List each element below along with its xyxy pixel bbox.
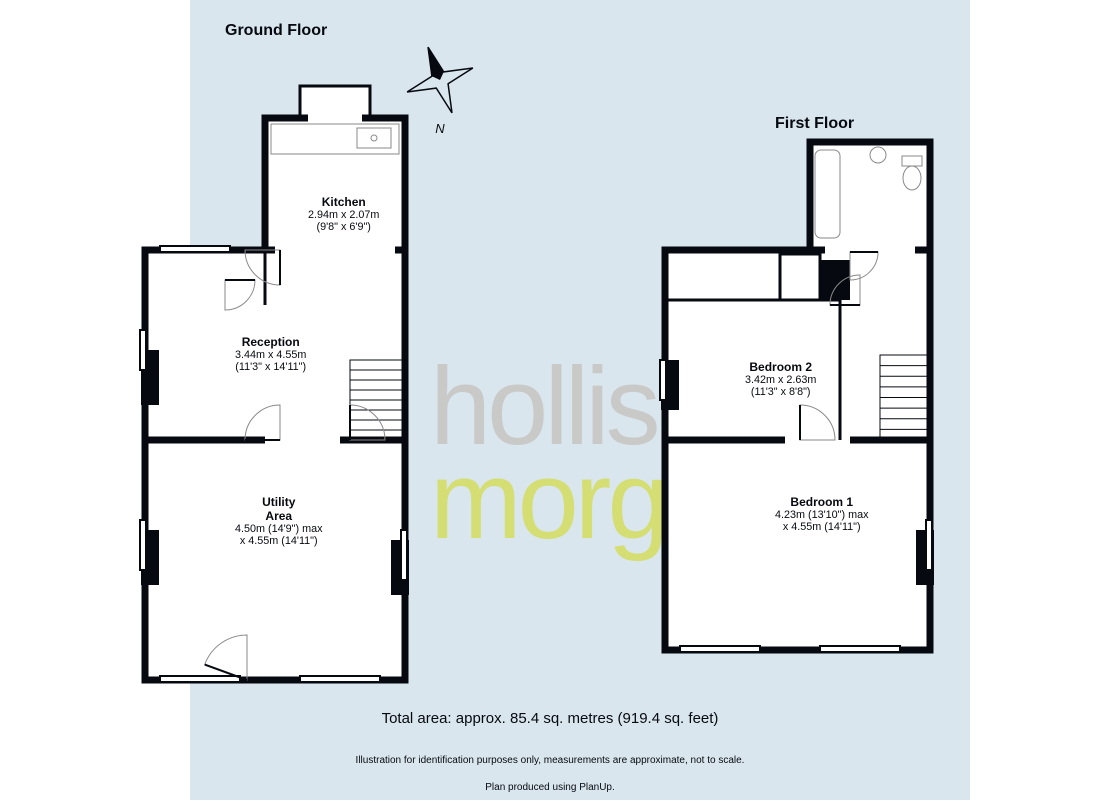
- reception-label: Reception 3.44m x 4.55m (11'3" x 14'11"): [235, 335, 306, 373]
- total-area-text: Total area: approx. 85.4 sq. metres (919…: [0, 710, 1100, 727]
- planup-text: Plan produced using PlanUp.: [0, 782, 1100, 793]
- utility-dims-m: 4.50m (14'9") max: [235, 523, 323, 535]
- disclaimer-text: Illustration for identification purposes…: [0, 755, 1100, 766]
- bedroom2-name: Bedroom 2: [745, 360, 816, 374]
- bedroom2-dims-ft: (11'3" x 8'8"): [745, 386, 816, 398]
- bedroom1-dims-ft: x 4.55m (14'11"): [775, 521, 869, 533]
- bedroom2-label: Bedroom 2 3.42m x 2.63m (11'3" x 8'8"): [745, 360, 816, 398]
- kitchen-dims-ft: (9'8" x 6'9"): [308, 221, 379, 233]
- kitchen-name: Kitchen: [308, 195, 379, 209]
- reception-dims-m: 3.44m x 4.55m: [235, 349, 306, 361]
- reception-name: Reception: [235, 335, 306, 349]
- bedroom1-dims-m: 4.23m (13'10") max: [775, 509, 869, 521]
- floorplan-svg: [0, 0, 1100, 800]
- compass-icon: N: [395, 45, 495, 150]
- kitchen-dims-m: 2.94m x 2.07m: [308, 209, 379, 221]
- first-floor-title: First Floor: [775, 115, 854, 133]
- reception-dims-ft: (11'3" x 14'11"): [235, 361, 306, 373]
- bedroom1-name: Bedroom 1: [775, 495, 869, 509]
- bedroom2-dims-m: 3.42m x 2.63m: [745, 374, 816, 386]
- kitchen-label: Kitchen 2.94m x 2.07m (9'8" x 6'9"): [308, 195, 379, 233]
- svg-text:N: N: [435, 121, 445, 136]
- utility-dims-ft: x 4.55m (14'11"): [235, 535, 323, 547]
- utility-name: UtilityArea: [235, 495, 323, 523]
- ground-floor-title: Ground Floor: [225, 22, 327, 40]
- bedroom1-label: Bedroom 1 4.23m (13'10") max x 4.55m (14…: [775, 495, 869, 533]
- utility-label: UtilityArea 4.50m (14'9") max x 4.55m (1…: [235, 495, 323, 547]
